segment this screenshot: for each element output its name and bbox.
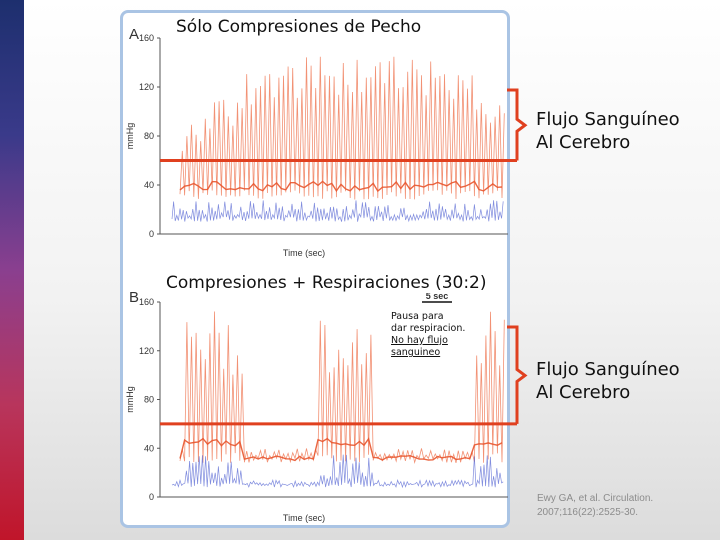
y-axis-label: mmHg: [125, 386, 135, 413]
callout-top-line-2: Al Cerebro: [536, 132, 631, 153]
x-axis-label: Time (sec): [283, 513, 325, 523]
y-tick-label: 40: [144, 180, 154, 190]
y-tick-label: 0: [149, 492, 154, 502]
chart-a: A 0 40 80 120 160 mmHg Time (sec): [125, 26, 528, 258]
callout-bottom-line-2: Al Cerebro: [536, 382, 631, 403]
chart-a-title: Sólo Compresiones de Pecho: [176, 17, 422, 37]
y-axis-label: mmHg: [125, 123, 135, 150]
chart-b: B 0 40 80 120 160 mmHg Time (sec) 5 sec: [125, 289, 528, 523]
callout-bottom: Flujo Sanguíneo Al Cerebro: [536, 358, 680, 404]
y-tick-label: 160: [139, 33, 154, 43]
pause-note: Pausa para dar respiracion. No hay flujo…: [391, 311, 469, 359]
x-axis-label: Time (sec): [283, 248, 325, 258]
chart-b-title: Compresiones + Respiraciones (30:2): [166, 273, 487, 293]
y-tick-label: 120: [139, 346, 154, 356]
citation: Ewy GA, et al. Circulation. 2007;116(22)…: [537, 492, 687, 520]
citation-line-2: 2007;116(22):2525-30.: [537, 507, 639, 518]
flow-bracket: [507, 325, 528, 424]
venous-trace: [171, 454, 504, 489]
pause-note-line-2: dar respiracion.: [391, 323, 466, 334]
y-tick-label: 40: [144, 443, 154, 453]
arterial-trace: [179, 56, 505, 200]
arterial-diastolic-trace: [179, 437, 503, 462]
pause-note-line-3: No hay flujo: [391, 335, 448, 346]
panel-letter-b: B: [129, 289, 139, 306]
y-tick-label: 80: [144, 131, 154, 141]
venous-trace: [171, 200, 504, 223]
scale-bar-label: 5 sec: [426, 291, 449, 301]
y-tick-label: 80: [144, 395, 154, 405]
flow-bracket: [507, 88, 528, 161]
callout-top-line-1: Flujo Sanguíneo: [536, 109, 680, 130]
pause-note-line-4: sanguineo: [391, 347, 441, 358]
arterial-diastolic-trace: [179, 180, 503, 193]
callout-top: Flujo Sanguíneo Al Cerebro: [536, 108, 680, 154]
left-gradient-bar: [0, 0, 24, 540]
callout-bottom-line-1: Flujo Sanguíneo: [536, 359, 680, 380]
pause-note-line-1: Pausa para: [391, 311, 444, 322]
panel-letter-a: A: [129, 26, 139, 43]
y-tick-label: 160: [139, 297, 154, 307]
y-tick-label: 0: [149, 229, 154, 239]
citation-line-1: Ewy GA, et al. Circulation.: [537, 493, 654, 504]
y-tick-label: 120: [139, 82, 154, 92]
